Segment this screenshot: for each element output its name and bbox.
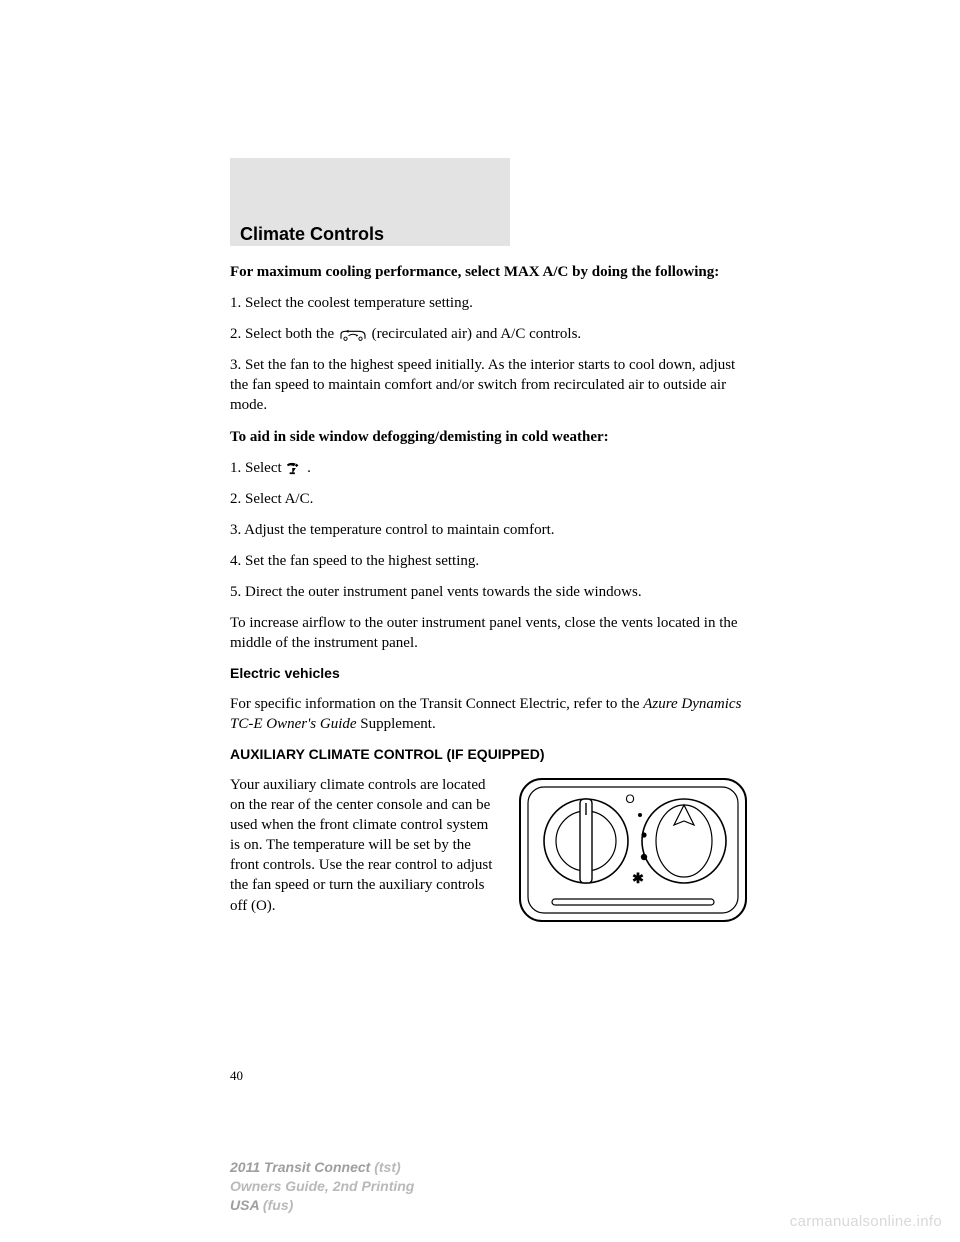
step-1: 1. Select the coolest temperature settin…	[230, 293, 750, 313]
defog-note: To increase airflow to the outer instrum…	[230, 613, 750, 653]
footer-line-1: 2011 Transit Connect (tst)	[230, 1158, 414, 1177]
defog-step-1-text-b: .	[307, 460, 311, 476]
electric-vehicles-text: For specific information on the Transit …	[230, 694, 750, 734]
page-number: 40	[230, 1068, 243, 1084]
defog-step-4: 4. Set the fan speed to the highest sett…	[230, 551, 750, 571]
footer-model: 2011 Transit Connect	[230, 1159, 370, 1175]
defog-intro: To aid in side window defogging/demistin…	[230, 427, 750, 447]
defog-step-1: 1. Select .	[230, 458, 750, 478]
defog-step-5: 5. Direct the outer instrument panel ven…	[230, 582, 750, 602]
aux-climate-heading: AUXILIARY CLIMATE CONTROL (IF EQUIPPED)	[230, 745, 750, 764]
electric-vehicles-heading: Electric vehicles	[230, 664, 750, 683]
footer-code-3: (fus)	[259, 1197, 293, 1213]
electric-text-c: Supplement.	[357, 716, 436, 732]
step-2: 2. Select both the (recirculated air) an…	[230, 324, 750, 344]
footer-code-1: (tst)	[370, 1159, 400, 1175]
manual-page: Climate Controls For maximum cooling per…	[0, 0, 960, 1242]
diagram-label-plus: ✱	[632, 870, 644, 886]
page-body: For maximum cooling performance, select …	[230, 262, 750, 931]
step-2-text-a: 2. Select both the	[230, 326, 338, 342]
defog-step-2: 2. Select A/C.	[230, 489, 750, 509]
diagram-label-o: O	[625, 792, 634, 806]
defog-step-1-text-a: 1. Select	[230, 460, 285, 476]
aux-climate-diagram: O ✱	[516, 775, 750, 931]
aux-climate-text: Your auxiliary climate controls are loca…	[230, 775, 502, 927]
footer-line-3: USA (fus)	[230, 1196, 414, 1215]
footer-line-2: Owners Guide, 2nd Printing	[230, 1177, 414, 1196]
footer-region: USA	[230, 1197, 259, 1213]
electric-text-a: For specific information on the Transit …	[230, 696, 643, 712]
defog-step-3: 3. Adjust the temperature control to mai…	[230, 520, 750, 540]
step-2-text-b: (recirculated air) and A/C controls.	[372, 326, 582, 342]
aux-climate-paragraph: Your auxiliary climate controls are loca…	[230, 775, 502, 916]
max-cooling-intro: For maximum cooling performance, select …	[230, 262, 750, 282]
floor-defrost-icon	[285, 461, 303, 475]
watermark: carmanualsonline.info	[790, 1213, 942, 1230]
section-title: Climate Controls	[240, 224, 384, 245]
document-footer: 2011 Transit Connect (tst) Owners Guide,…	[230, 1158, 414, 1215]
recirculated-air-icon	[338, 328, 368, 342]
step-3: 3. Set the fan to the highest speed init…	[230, 355, 750, 415]
aux-climate-block: Your auxiliary climate controls are loca…	[230, 775, 750, 931]
